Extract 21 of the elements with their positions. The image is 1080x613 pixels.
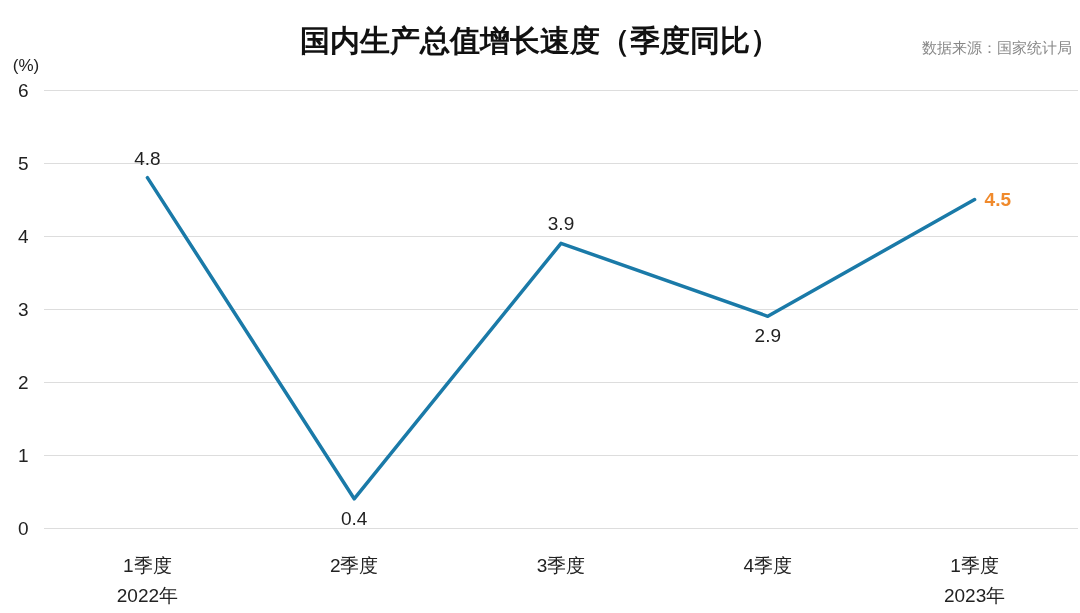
y-tick-label: 4 xyxy=(18,225,29,247)
y-tick-label: 5 xyxy=(18,152,29,174)
x-tick-label: 4季度 xyxy=(743,554,793,576)
data-label: 0.4 xyxy=(340,507,368,529)
chart-title: 国内生产总值增长速度（季度同比） xyxy=(300,23,780,57)
y-tick-label: 1 xyxy=(18,444,29,466)
data-label: 2.9 xyxy=(754,325,782,347)
x-tick-label: 2季度 xyxy=(329,554,379,576)
y-tick-label: 6 xyxy=(18,79,29,101)
data-label: 4.5 xyxy=(984,189,1012,210)
y-tick-label: 3 xyxy=(18,298,29,320)
y-tick-label: 0 xyxy=(18,517,29,539)
x-tick-label: 1季度 2022年 xyxy=(116,554,179,606)
x-tick-label: 3季度 xyxy=(536,554,586,576)
data-label: 3.9 xyxy=(547,213,575,235)
x-tick-label: 1季度 2023年 xyxy=(943,554,1006,606)
y-axis-title: (%) xyxy=(12,56,40,75)
source-note: 数据来源：国家统计局 xyxy=(922,39,1072,56)
y-tick-label: 2 xyxy=(18,371,29,393)
data-label: 4.8 xyxy=(134,147,161,169)
line-series xyxy=(145,175,977,501)
